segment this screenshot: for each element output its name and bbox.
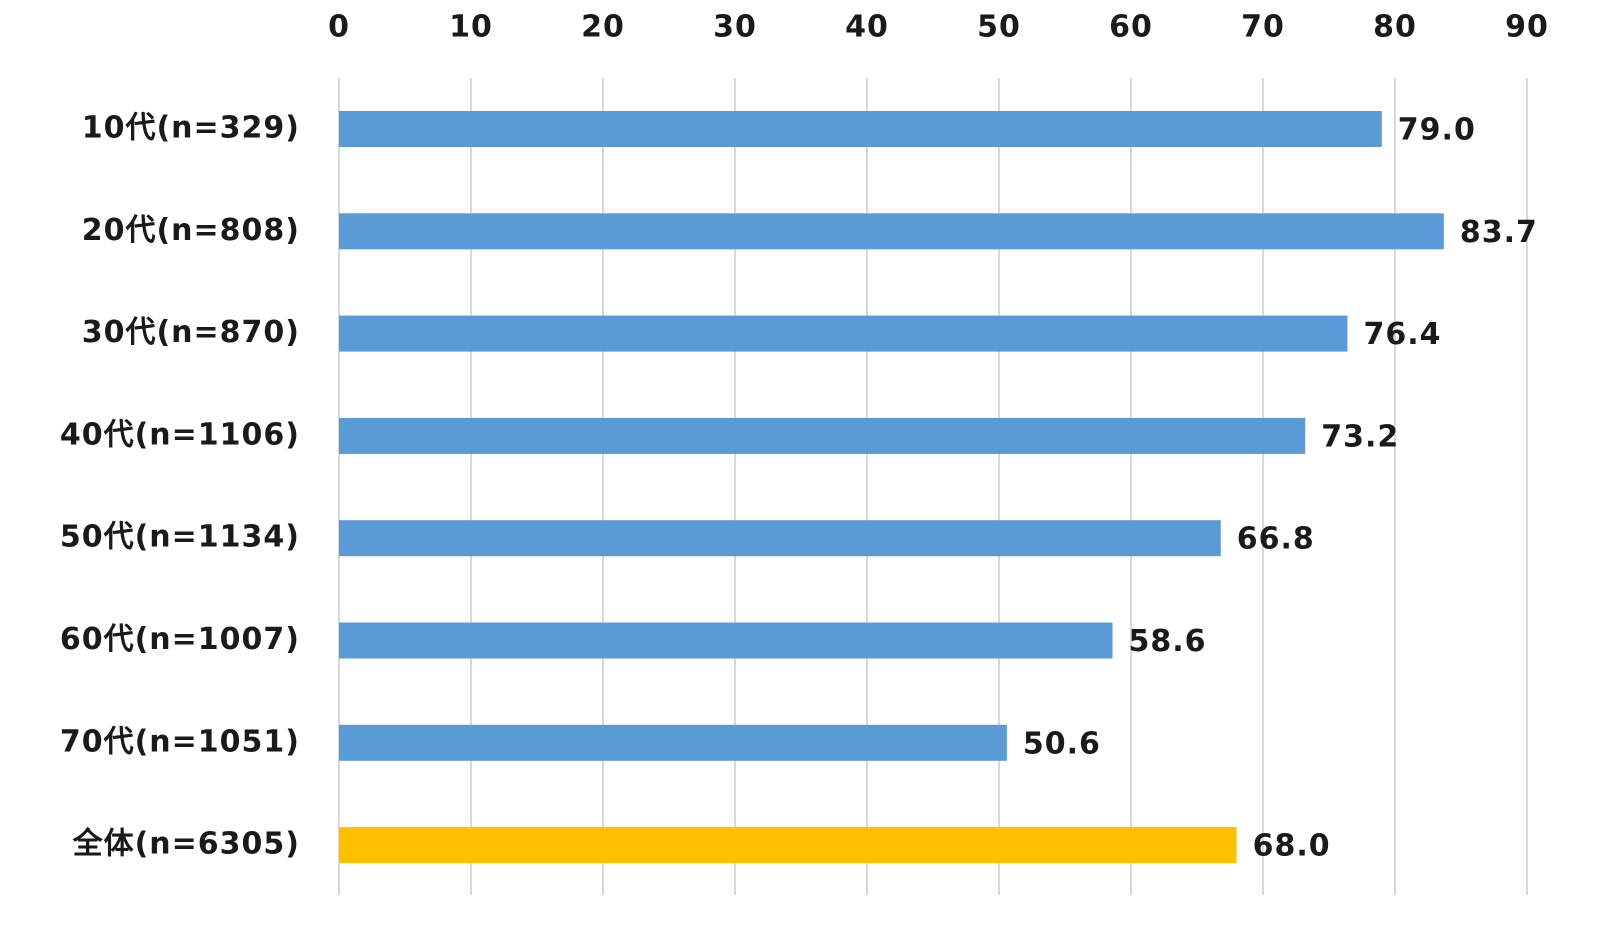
- y-tick-label: 60代(n=1007): [60, 622, 300, 657]
- bar: [339, 827, 1237, 864]
- y-tick-label: 全体(n=6305): [72, 827, 300, 862]
- value-label: 68.0: [1253, 829, 1331, 864]
- x-tick-label: 10: [449, 10, 493, 45]
- bar: [339, 520, 1221, 557]
- x-tick-label: 0: [328, 10, 350, 45]
- bar: [339, 622, 1113, 659]
- x-tick-label: 20: [581, 10, 625, 45]
- value-label: 83.7: [1460, 215, 1538, 250]
- bar: [339, 111, 1382, 147]
- y-tick-label: 40代(n=1106): [60, 417, 300, 452]
- y-tick-label: 20代(n=808): [82, 213, 300, 248]
- bar: [339, 417, 1306, 454]
- value-label: 50.6: [1023, 726, 1101, 761]
- value-label: 66.8: [1237, 522, 1315, 557]
- x-tick-label: 80: [1373, 10, 1417, 45]
- y-tick-label: 50代(n=1134): [60, 520, 300, 555]
- x-tick-label: 50: [977, 10, 1021, 45]
- bar: [339, 213, 1444, 250]
- value-label: 73.2: [1321, 419, 1399, 454]
- x-tick-label: 90: [1505, 10, 1549, 45]
- y-tick-label: 70代(n=1051): [60, 724, 300, 759]
- x-tick-label: 60: [1109, 10, 1153, 45]
- value-label: 58.6: [1129, 624, 1207, 659]
- x-tick-label: 40: [845, 10, 889, 45]
- y-tick-label: 10代(n=329): [82, 111, 300, 146]
- y-tick-label: 30代(n=870): [82, 315, 300, 350]
- bar: [339, 724, 1007, 761]
- bar: [339, 315, 1348, 352]
- value-label: 79.0: [1398, 113, 1476, 148]
- x-tick-label: 30: [713, 10, 757, 45]
- value-label: 76.4: [1363, 317, 1441, 352]
- x-tick-label: 70: [1241, 10, 1285, 45]
